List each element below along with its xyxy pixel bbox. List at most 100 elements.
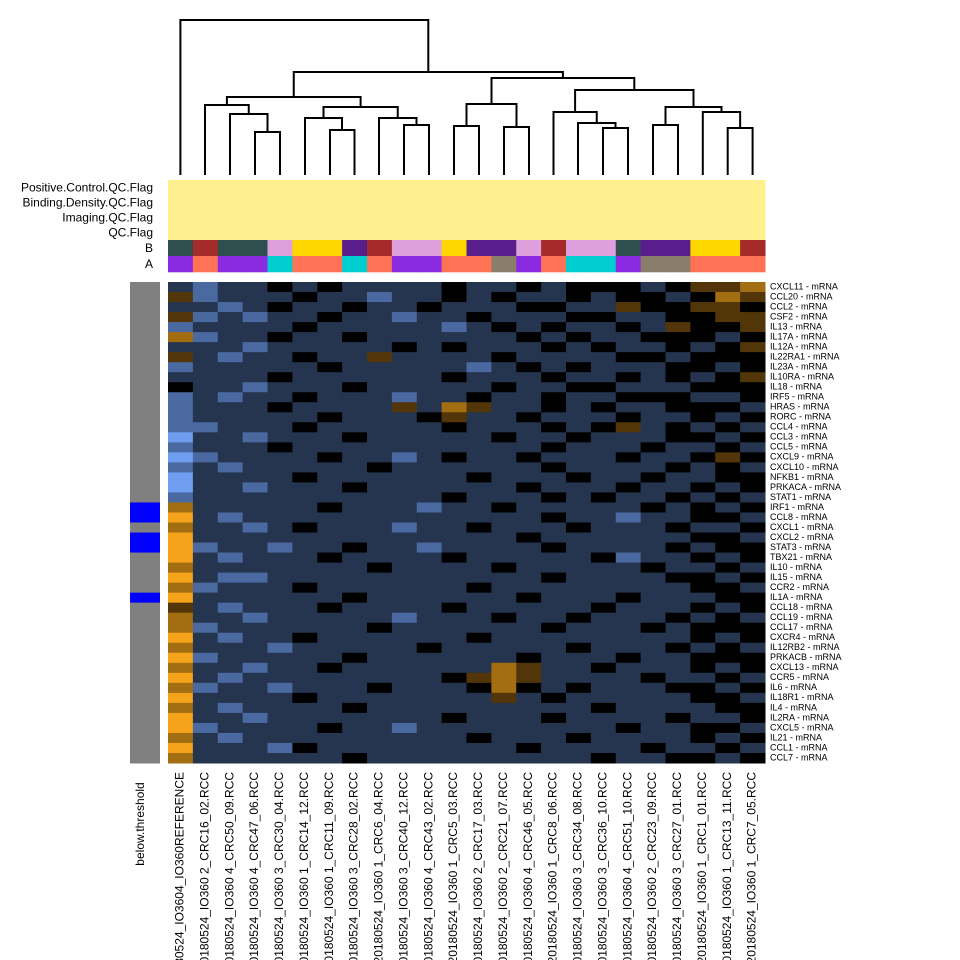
heatmap-cell — [342, 322, 368, 333]
heatmap-cell — [342, 602, 368, 614]
heatmap-cell — [491, 362, 517, 373]
track-cell — [541, 210, 567, 226]
heatmap-cell — [715, 582, 741, 594]
heatmap-cell — [416, 592, 443, 604]
row-label: CCR5 - mRNA — [770, 672, 829, 682]
heatmap-cell — [590, 482, 617, 493]
heatmap-cell — [317, 482, 343, 493]
heatmap-cell — [267, 342, 293, 353]
heatmap-cell — [391, 472, 418, 483]
heatmap-cell — [317, 612, 343, 624]
track-cell — [640, 225, 666, 241]
heatmap-cell — [242, 362, 268, 373]
heatmap-cell — [615, 452, 642, 463]
heatmap-cell — [590, 552, 617, 564]
heatmap-cell — [168, 352, 194, 363]
heatmap-cell — [590, 592, 617, 604]
column-label: 20180524_IO360 3_CRC36_10.RCC — [595, 772, 609, 960]
heatmap-cell — [516, 622, 542, 634]
heatmap-cell — [242, 622, 268, 634]
heatmap-cell — [267, 462, 293, 473]
heatmap-cell — [690, 652, 716, 664]
heatmap-cell — [168, 392, 194, 403]
heatmap-cell — [168, 422, 194, 433]
heatmap-cell — [292, 532, 318, 544]
heatmap-cell — [217, 432, 244, 443]
heatmap-cell — [640, 412, 666, 423]
heatmap-cell — [491, 542, 517, 554]
track-cell — [566, 180, 592, 196]
heatmap-cell — [217, 592, 244, 604]
heatmap-cell — [590, 562, 617, 574]
heatmap-cell — [640, 532, 666, 544]
heatmap-cell — [665, 552, 691, 564]
heatmap-cell — [168, 612, 194, 624]
heatmap-cell — [317, 652, 343, 664]
heatmap-cell — [441, 442, 467, 453]
heatmap-cell — [690, 282, 716, 293]
heatmap-cell — [242, 552, 268, 564]
heatmap-cell — [541, 512, 567, 523]
heatmap-cell — [491, 352, 517, 363]
heatmap-cell — [317, 422, 343, 433]
heatmap-cell — [740, 672, 766, 684]
heatmap-cell — [516, 652, 542, 664]
track-cell — [590, 225, 617, 241]
heatmap-cell — [740, 562, 766, 574]
track-cell — [317, 240, 343, 257]
heatmap-cell — [242, 442, 268, 453]
heatmap-cell — [491, 702, 517, 714]
heatmap-cell — [566, 522, 592, 534]
heatmap-cell — [740, 332, 766, 343]
heatmap-cell — [342, 562, 368, 574]
track-cell — [516, 180, 542, 196]
track-cell — [168, 225, 194, 241]
heatmap-cell — [615, 722, 642, 734]
row-label: CXCL2 - mRNA — [770, 532, 834, 542]
heatmap-cell — [317, 462, 343, 473]
heatmap-cell — [665, 672, 691, 684]
heatmap-cell — [665, 342, 691, 353]
heatmap-cell — [715, 332, 741, 343]
heatmap-cell — [192, 702, 219, 714]
heatmap-cell — [566, 632, 592, 644]
track-cell — [317, 180, 343, 196]
heatmap-cell — [690, 622, 716, 634]
heatmap-cell — [292, 382, 318, 393]
heatmap-cell — [516, 372, 542, 383]
heatmap-cell — [192, 472, 219, 483]
heatmap-cell — [391, 552, 418, 564]
heatmap-cell — [740, 342, 766, 353]
heatmap-cell — [690, 522, 716, 534]
heatmap-cell — [665, 312, 691, 323]
heatmap-cell — [317, 632, 343, 644]
heatmap-cell — [566, 352, 592, 363]
heatmap-cell — [416, 552, 443, 564]
column-label: 20180524_IO360 2_CRC21_07.RCC — [496, 772, 510, 960]
heatmap-cell — [441, 582, 467, 594]
track-cell — [690, 256, 716, 273]
heatmap-cell — [615, 522, 642, 534]
heatmap-cell — [192, 532, 219, 544]
track-label: A — [145, 257, 153, 271]
heatmap-cell — [690, 322, 716, 333]
heatmap-cell — [615, 752, 642, 764]
heatmap-cell — [615, 372, 642, 383]
heatmap-cell — [640, 742, 666, 754]
heatmap-cell — [416, 702, 443, 714]
heatmap-cell — [441, 382, 467, 393]
heatmap-cell — [367, 432, 393, 443]
heatmap-cell — [416, 422, 443, 433]
column-label: 20180524_IO360 1_CRC8_06.RCC — [546, 772, 560, 960]
heatmap-cell — [615, 362, 642, 373]
heatmap-cell — [391, 422, 418, 433]
heatmap-cell — [715, 502, 741, 513]
row-label: RORC - mRNA — [770, 412, 831, 422]
heatmap-cell — [516, 452, 542, 463]
track-cell — [267, 210, 293, 226]
heatmap-cell — [466, 302, 492, 313]
heatmap-cell — [690, 682, 716, 694]
heatmap-cell — [416, 492, 443, 503]
heatmap-cell — [590, 422, 617, 433]
heatmap-cell — [640, 302, 666, 313]
